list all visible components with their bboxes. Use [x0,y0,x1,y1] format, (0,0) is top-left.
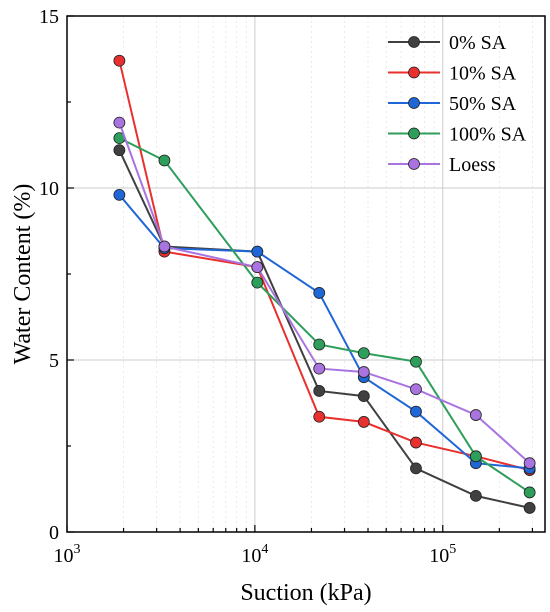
legend-swatch-marker [408,66,420,79]
data-point [313,338,326,351]
data-point [357,416,370,428]
data-point [313,385,326,397]
data-point [523,457,536,470]
data-point [410,355,422,368]
series-line [118,194,530,470]
legend: 0% SA 10% SA 50% SA 100% SA Loess [388,32,527,176]
legend-label: 10% SA [449,63,517,85]
x-tick-label: 103 [54,542,81,567]
data-point [523,486,536,499]
data-point [523,502,536,514]
legend-label: 50% SA [449,93,517,115]
legend-label: 100% SA [449,124,527,146]
x-tick-label: 105 [429,542,456,567]
series-layer [113,54,536,514]
data-point [158,240,171,253]
data-point [469,409,482,421]
data-point [113,54,126,67]
legend-swatch-marker [408,97,420,109]
y-tick-label: 10 [39,178,59,200]
legend-item: 50% SA [388,93,517,115]
legend-swatch-marker [408,158,420,170]
data-point [313,362,326,375]
data-point [410,436,422,449]
legend-item: 0% SA [388,32,507,54]
y-tick-label: 15 [39,6,59,28]
axis-ticks [66,15,534,533]
data-point [313,287,326,299]
series-line [118,122,531,464]
data-point [410,405,422,418]
y-tick-label: 0 [49,522,59,544]
data-point [113,116,126,129]
y-tick-label: 5 [49,350,59,372]
legend-item: 10% SA [388,63,517,85]
legend-item: Loess [388,154,496,176]
series-line [118,137,531,494]
series-4 [113,116,536,470]
y-axis-title: Water Content (%) [10,184,36,365]
data-point [410,383,422,396]
data-point [158,154,171,167]
legend-label: 0% SA [449,32,507,54]
data-point [469,489,482,502]
data-point [469,450,482,463]
series-line [118,60,530,472]
x-tick-label: 104 [241,542,268,567]
data-point [251,276,264,289]
data-point [113,144,126,157]
data-point [113,188,126,201]
data-point [410,462,422,475]
data-point [357,366,370,378]
legend-swatch-marker [408,36,420,48]
x-axis-title: Suction (kPa) [240,580,371,606]
legend-item: 100% SA [388,124,527,146]
tick-labels: 103 104 105 0 5 10 15 [39,6,456,567]
series-2 [113,188,536,475]
series-3 [113,132,536,499]
legend-swatch-marker [408,127,420,140]
legend-label: Loess [449,154,496,176]
series-line [118,149,530,509]
data-point [357,390,370,403]
data-point [313,410,326,423]
data-point [357,347,370,360]
data-point [251,245,264,258]
data-point [251,261,264,274]
